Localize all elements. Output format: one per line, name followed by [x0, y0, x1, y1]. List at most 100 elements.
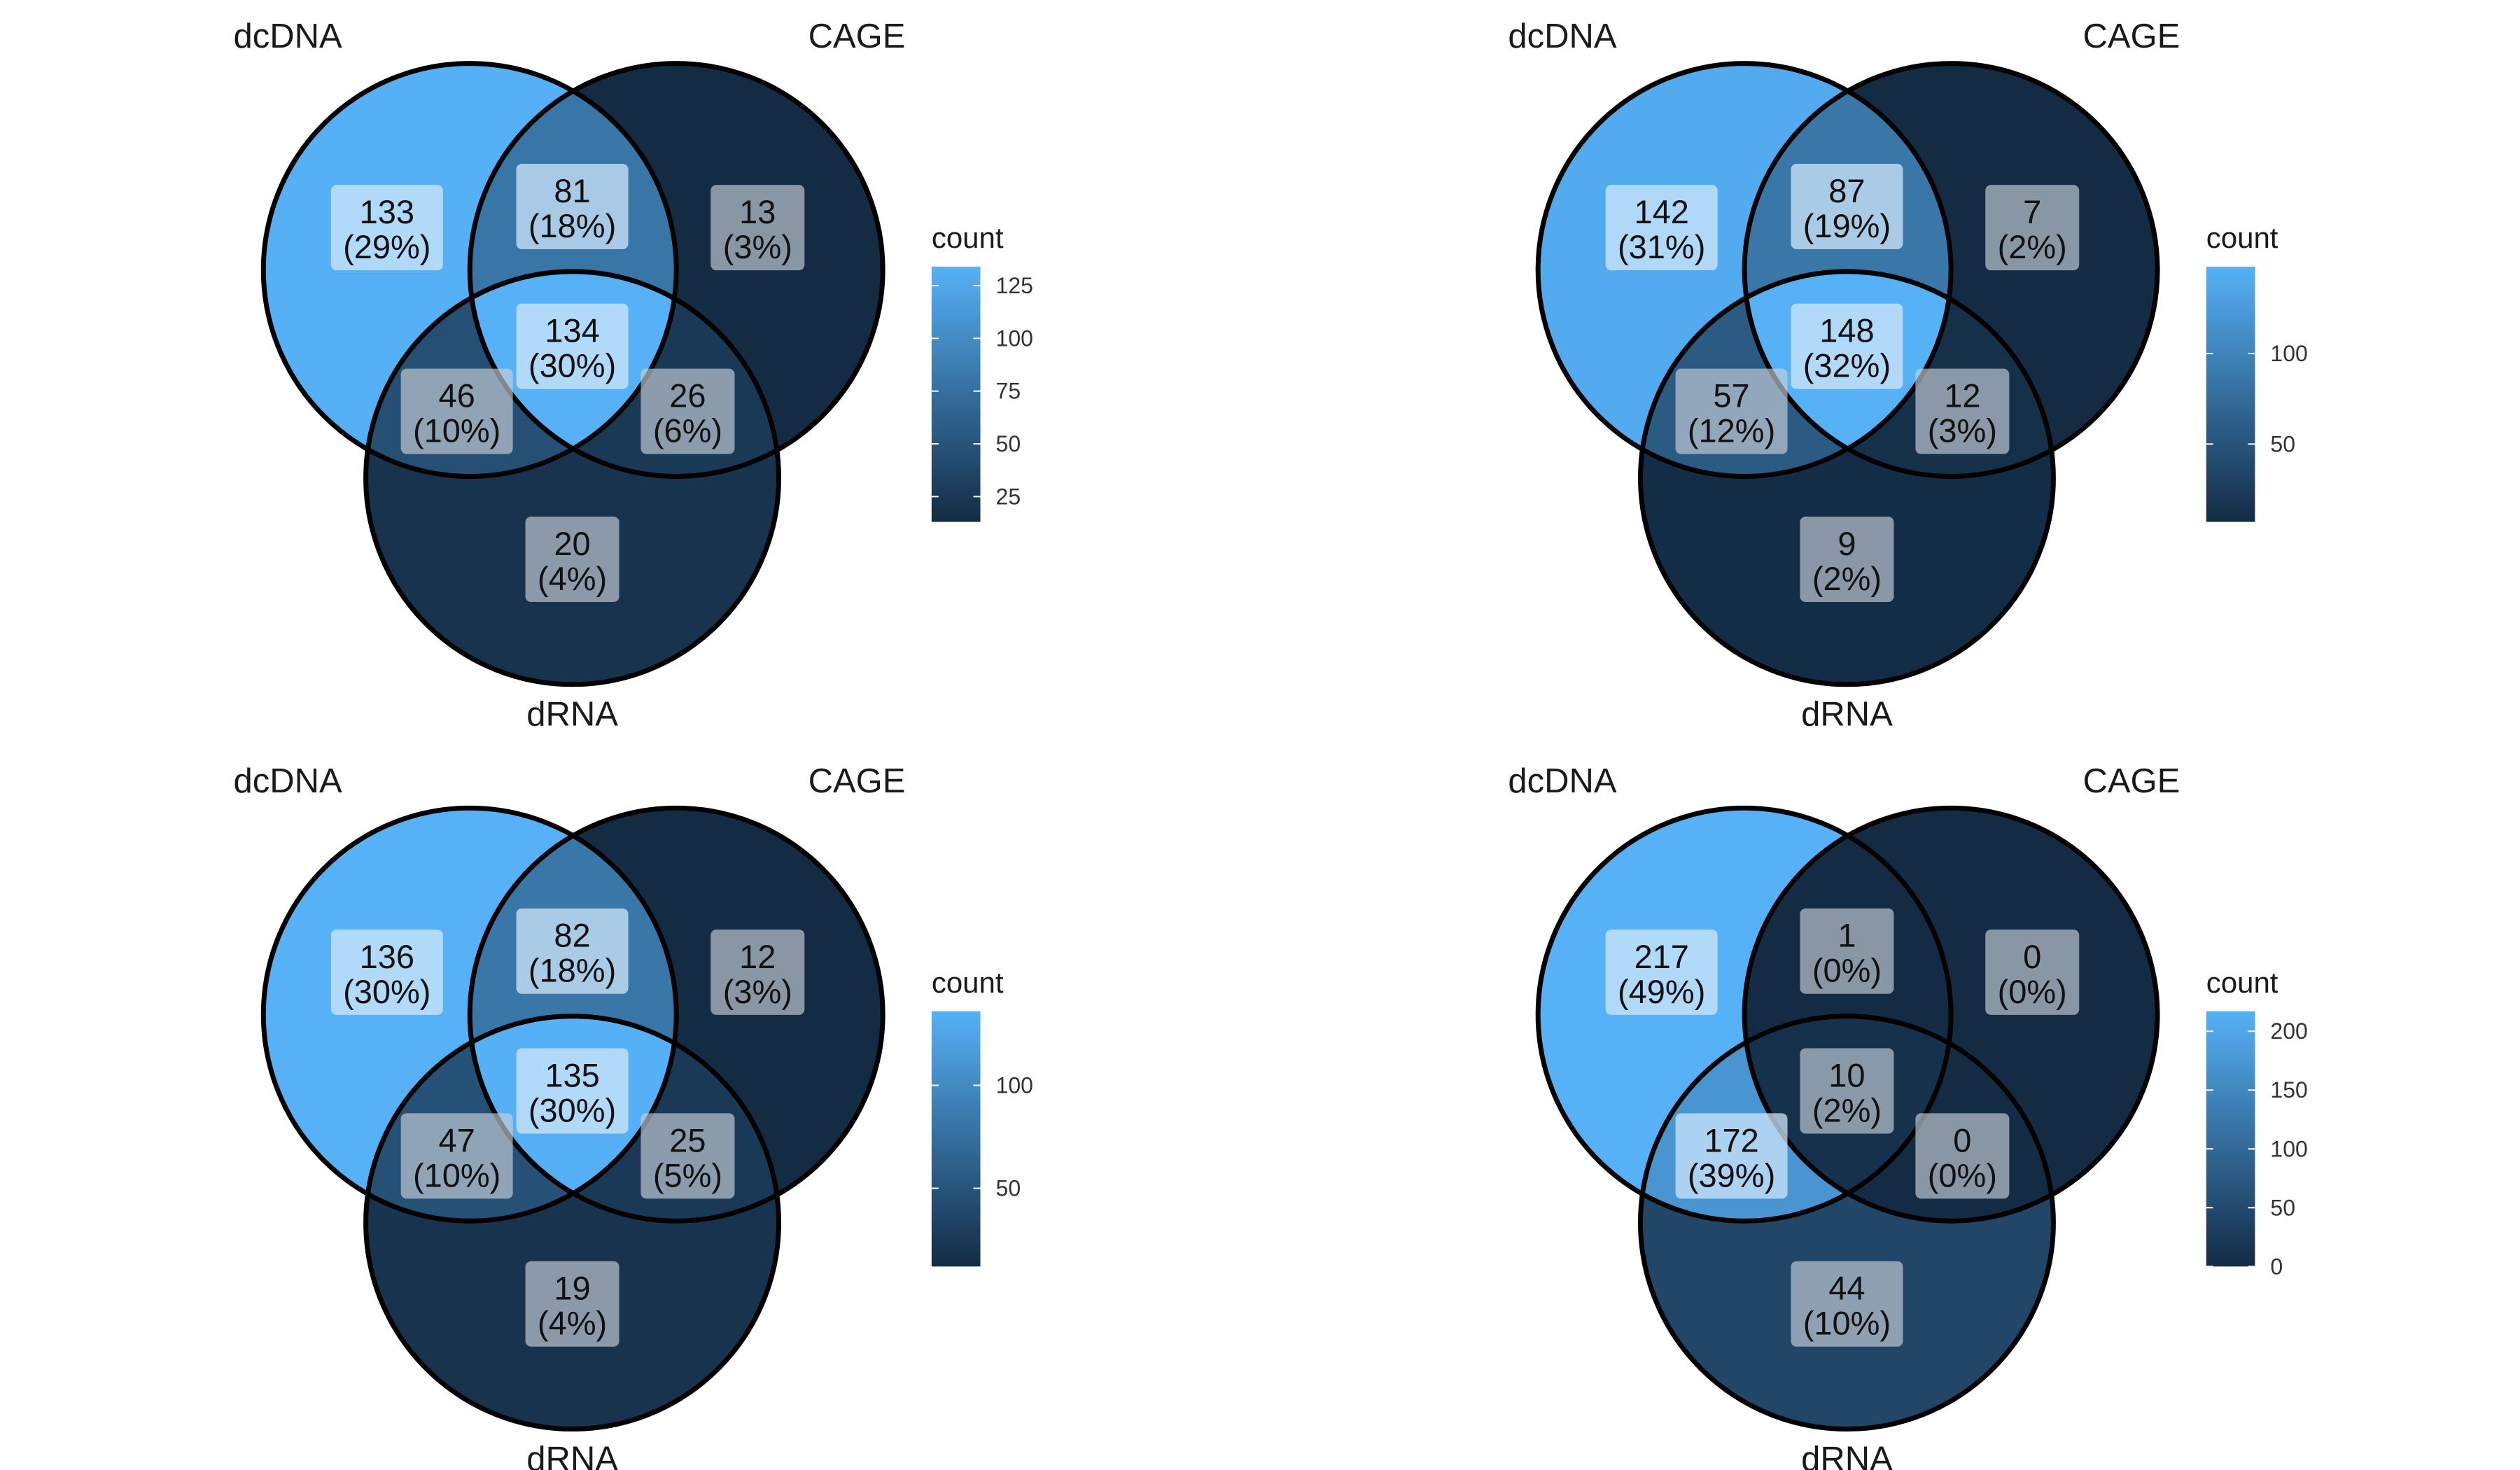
region-count: 148 [1819, 312, 1874, 349]
region-percent: (10%) [1803, 1305, 1891, 1342]
set-label-dcdna: dcDNA [1508, 762, 1617, 800]
legend-colorbar [2206, 1011, 2255, 1267]
venn-circle-drna [363, 269, 782, 687]
venn-circle-cage [467, 61, 886, 479]
set-label-dcdna: dcDNA [233, 18, 342, 55]
region-count: 217 [1634, 938, 1688, 975]
region-count: 12 [739, 938, 776, 975]
region-label: 1(0%) [1800, 908, 1894, 994]
venn-panel-4: dcDNA CAGEdRNA217(49%)0(0%)44(10%)1(0%)17… [1508, 762, 2307, 1470]
region-label: 136(30%) [330, 929, 443, 1015]
region-percent: (18%) [528, 207, 616, 244]
region-count: 142 [1634, 193, 1688, 230]
legend-tick-label: 50 [2270, 431, 2295, 456]
set-label-drna: dRNA [526, 1440, 618, 1470]
region-percent: (2%) [1812, 1091, 1882, 1128]
region-percent: (19%) [1803, 207, 1891, 244]
region-label: 10(2%) [1800, 1048, 1894, 1134]
region-percent: (0%) [1998, 973, 2067, 1010]
region-label: 133(29%) [330, 185, 443, 271]
legend-tick-label: 25 [996, 484, 1021, 509]
region-label: 13(3%) [710, 185, 805, 271]
region-count: 135 [545, 1056, 599, 1093]
region-label: 81(18%) [516, 163, 629, 249]
set-label-dcdna: dcDNA [1508, 18, 1617, 55]
legend-tick-label: 100 [2270, 341, 2307, 366]
region-label: 47(10%) [400, 1113, 513, 1199]
region-label: 148(32%) [1791, 303, 1903, 389]
region-percent: (0%) [1812, 952, 1882, 989]
region-label: 0(0%) [1985, 929, 2080, 1015]
venn-circle-drna [1638, 1014, 2056, 1432]
region-percent: (30%) [528, 1091, 616, 1128]
region-label: 20(4%) [525, 516, 620, 602]
venn-panel-2: dcDNA CAGEdRNA142(31%)7(2%)9(2%)87(19%)57… [1508, 18, 2307, 734]
region-label: 134(30%) [516, 303, 629, 389]
region-label: 19(4%) [525, 1261, 620, 1347]
venn-circle-dcdna [1535, 61, 1954, 479]
region-count: 136 [360, 938, 414, 975]
region-percent: (4%) [538, 560, 607, 597]
set-label-cage: CAGE [808, 762, 906, 800]
region-percent: (31%) [1618, 228, 1705, 265]
region-count: 26 [669, 377, 706, 414]
set-label-drna: dRNA [526, 696, 618, 734]
region-count: 81 [554, 172, 590, 209]
region-percent: (32%) [1803, 347, 1891, 384]
region-count: 7 [2023, 193, 2041, 230]
color-legend: count 50 100 [2206, 221, 2308, 522]
region-percent: (30%) [528, 347, 616, 384]
color-legend: count 0 50 100 150 200 [2206, 966, 2308, 1279]
legend-tick-label: 150 [2270, 1077, 2307, 1102]
region-count: 133 [360, 193, 414, 230]
legend-tick-label: 125 [996, 273, 1033, 298]
venn-circle-cage [1742, 805, 2160, 1224]
set-label-drna: dRNA [1801, 696, 1893, 734]
region-label: 12(3%) [1915, 368, 2010, 454]
region-label: 44(10%) [1791, 1261, 1903, 1347]
region-label: 142(31%) [1605, 185, 1718, 271]
venn-circle-drna [1638, 269, 2056, 687]
legend-title: count [932, 966, 1004, 999]
legend-tick-label: 0 [2270, 1254, 2283, 1279]
region-count: 10 [1828, 1056, 1865, 1093]
legend-title: count [932, 221, 1004, 254]
region-percent: (18%) [528, 952, 616, 989]
region-count: 12 [1944, 377, 1980, 414]
region-count: 44 [1828, 1270, 1865, 1307]
legend-tick-label: 50 [996, 431, 1021, 456]
region-label: 172(39%) [1675, 1113, 1788, 1199]
region-percent: (3%) [723, 973, 792, 1010]
region-label: 57(12%) [1675, 368, 1788, 454]
legend-tick-label: 75 [996, 379, 1021, 404]
region-count: 46 [439, 377, 475, 414]
region-percent: (2%) [1812, 560, 1882, 597]
region-percent: (3%) [723, 228, 792, 265]
color-legend: count 50 100 [931, 966, 1033, 1267]
color-legend: count 25 50 75 100 125 [931, 221, 1033, 522]
region-percent: (29%) [343, 228, 430, 265]
region-label: 0(0%) [1915, 1113, 2010, 1199]
region-label: 217(49%) [1605, 929, 1718, 1015]
venn-circle-dcdna [260, 61, 679, 479]
region-percent: (4%) [538, 1305, 607, 1342]
region-count: 87 [1828, 172, 1865, 209]
set-label-cage: CAGE [808, 18, 906, 55]
legend-title: count [2206, 221, 2278, 254]
venn-circle-drna [363, 1014, 782, 1432]
region-percent: (10%) [413, 412, 500, 449]
venn-panel-3: dcDNA CAGEdRNA136(30%)12(3%)19(4%)82(18%)… [233, 762, 1032, 1470]
region-label: 82(18%) [516, 908, 629, 994]
region-count: 13 [739, 193, 776, 230]
region-count: 172 [1704, 1121, 1758, 1158]
region-count: 20 [554, 525, 590, 562]
venn-panel-1: dcDNA CAGE dRNA 133(29%) 13(3%) 20(4%) 81(18%)… [233, 18, 1032, 734]
region-label: 25(5%) [640, 1113, 735, 1199]
region-label: 26(6%) [640, 368, 735, 454]
set-label-cage: CAGE [2082, 18, 2180, 55]
region-count: 0 [2023, 938, 2041, 975]
region-percent: (0%) [1928, 1156, 1997, 1194]
region-count: 19 [554, 1270, 590, 1307]
legend-tick-label: 100 [996, 326, 1033, 351]
region-percent: (3%) [1928, 412, 1997, 449]
